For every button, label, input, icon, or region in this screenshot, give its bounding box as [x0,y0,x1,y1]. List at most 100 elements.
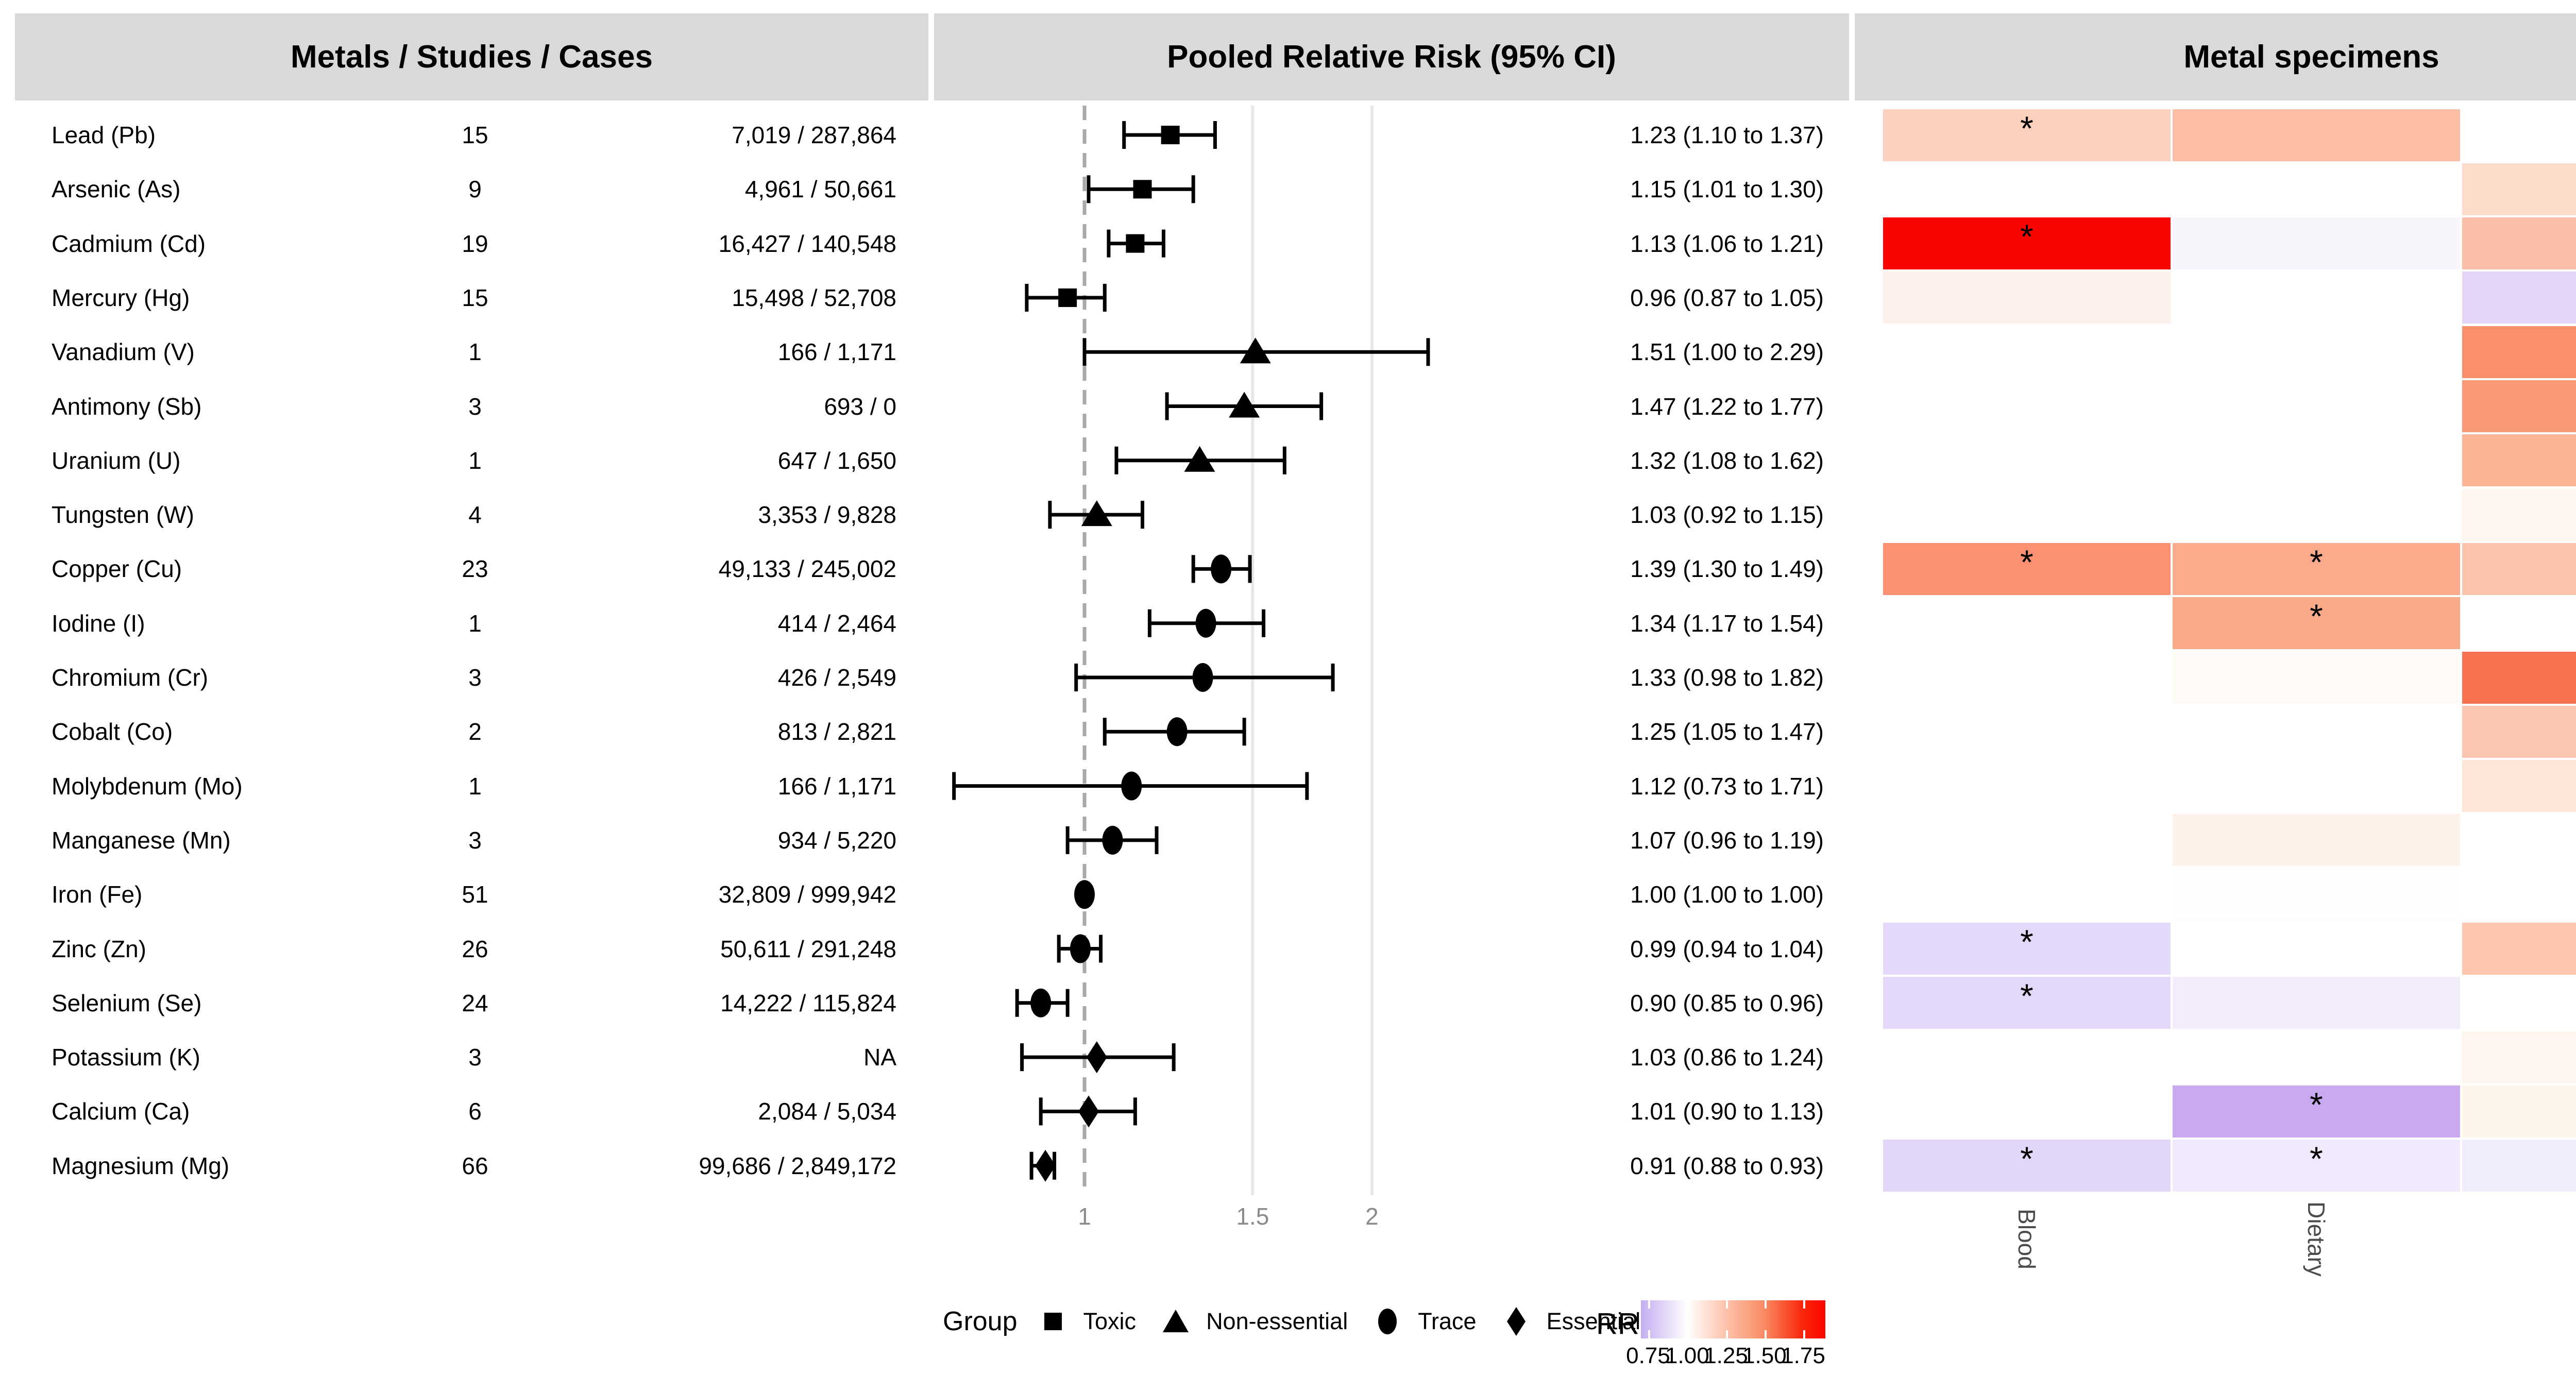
studies-count: 1 [468,609,482,637]
heatmap-header-title: Metal specimens [2183,39,2439,75]
significance-star: * [2462,708,2576,742]
rr-legend-tick-label: 1.00 [1665,1343,1709,1368]
cases-count: 49,133 / 245,002 [718,555,896,583]
significance-star: * [2020,1140,2033,1178]
significance-star: * [2462,219,2576,253]
cases-count: 693 / 0 [824,393,896,420]
studies-count: 1 [468,338,482,366]
rr-ci-text: 1.12 (0.73 to 1.71) [1630,772,1824,800]
heatmap-cell [2173,868,2460,921]
significance-star: * [2310,1140,2323,1178]
forest-axis-tick-label: 2 [1365,1203,1379,1230]
studies-count: 19 [462,230,488,257]
significance-star: * [2020,923,2033,961]
rr-legend-tick-label: 1.50 [1742,1343,1787,1368]
group-legend-item: Non-essential [1158,1303,1348,1339]
group-legend-label: Non-essential [1206,1308,1348,1334]
rr-gradient-tick [1765,1330,1767,1338]
forest-marker-square [1058,288,1077,307]
heatmap-cell [2462,272,2576,324]
heatmap-cell: * [2462,217,2576,270]
metal-name: Zinc (Zn) [52,935,146,962]
significance-star: * [2462,925,2576,959]
metal-name: Molybdenum (Mo) [52,772,243,800]
forest-marker-circle [1070,934,1091,963]
studies-count: 26 [462,935,488,962]
cases-count: 426 / 2,549 [777,664,896,691]
circle-icon [1378,1309,1397,1334]
metal-name: Calcium (Ca) [52,1098,190,1125]
rr-gradient-tick [1687,1300,1689,1309]
forest-axis-tick-label: 1.5 [1236,1203,1269,1230]
studies-count: 66 [462,1152,488,1179]
rr-ci-text: 1.25 (1.05 to 1.47) [1630,718,1824,745]
metal-name: Chromium (Cr) [52,664,209,691]
heatmap-cell: * [2173,542,2460,595]
forest-marker-triangle [1184,446,1215,472]
heatmap-header-panel: Metal specimens [1855,13,2576,100]
rr-ci-text: 1.23 (1.10 to 1.37) [1630,122,1824,148]
significance-star: * [2310,542,2323,581]
forest-marker-square [1126,234,1145,253]
studies-count: 9 [468,176,482,203]
metal-name: Tungsten (W) [52,501,194,529]
studies-count: 24 [462,989,488,1016]
group-legend-title: Group [943,1307,1018,1336]
metal-name: Vanadium (V) [52,338,195,366]
significance-star: * [2020,217,2033,256]
rr-legend-tick-label: 1.75 [1781,1343,1825,1368]
heatmap-cell: * [1883,923,2171,975]
forest-header-title: Pooled Relative Risk (95% CI) [1167,39,1616,75]
cases-count: 414 / 2,464 [777,609,896,637]
heatmap-cell: * [2173,597,2460,650]
metal-name: Antimony (Sb) [52,393,202,420]
rr-legend-title: RR [1596,1307,1639,1341]
group-legend-item: Essential [1498,1303,1641,1339]
rr-ci-text: 1.07 (0.96 to 1.19) [1630,826,1824,854]
metal-name: Arsenic (As) [52,176,181,203]
forest-marker-circle [1166,717,1188,747]
metal-name: Cobalt (Co) [52,718,173,745]
cases-count: 3,353 / 9,828 [758,501,896,529]
group-legend-label: Toxic [1083,1308,1137,1334]
heatmap-cell: * [1883,1140,2171,1192]
heatmap-cell [2462,326,2576,378]
significance-star: * [2020,977,2033,1015]
cases-count: 14,222 / 115,824 [720,989,896,1016]
forest-header-panel: Pooled Relative Risk (95% CI) [934,13,1849,100]
rr-ci-text: 0.99 (0.94 to 1.04) [1630,935,1824,962]
table-header-panel: Metals / Studies / Cases [15,13,928,100]
metal-name: Mercury (Hg) [52,284,190,311]
cases-count: 99,686 / 2,849,172 [699,1152,896,1179]
studies-count: 3 [468,1044,482,1071]
heatmap-cell [2173,217,2460,270]
cases-count: 647 / 1,650 [777,447,896,474]
rr-ci-text: 1.39 (1.30 to 1.49) [1630,555,1824,583]
diamond-icon [1506,1307,1526,1336]
rr-gradient-tick [1803,1300,1805,1309]
heatmap-cell: * [2462,163,2576,215]
heatmap-cell: * [2462,923,2576,975]
heatmap-cell: * [2173,1140,2460,1192]
studies-count: 2 [468,718,482,745]
heatmap-cell [2173,814,2460,867]
studies-count: 15 [462,122,488,148]
group-legend-label: Essential [1546,1308,1641,1334]
heatmap-cell [1883,272,2171,324]
heatmap-cell: * [2462,434,2576,487]
metal-name: Cadmium (Cd) [52,230,206,257]
cases-count: NA [863,1044,896,1071]
rr-ci-text: 0.90 (0.85 to 0.96) [1630,989,1824,1016]
rr-gradient-tick [1648,1300,1650,1309]
heatmap-cell: * [2462,380,2576,432]
rr-ci-text: 1.15 (1.01 to 1.30) [1630,176,1824,203]
metal-name: Potassium (K) [52,1044,200,1071]
studies-count: 1 [468,772,482,800]
heatmap-cell [2462,1085,2576,1138]
rr-ci-text: 1.03 (0.92 to 1.15) [1630,501,1824,529]
metal-name: Manganese (Mn) [52,826,231,854]
rr-ci-text: 1.34 (1.17 to 1.54) [1630,609,1824,637]
metal-name: Selenium (Se) [52,989,202,1016]
